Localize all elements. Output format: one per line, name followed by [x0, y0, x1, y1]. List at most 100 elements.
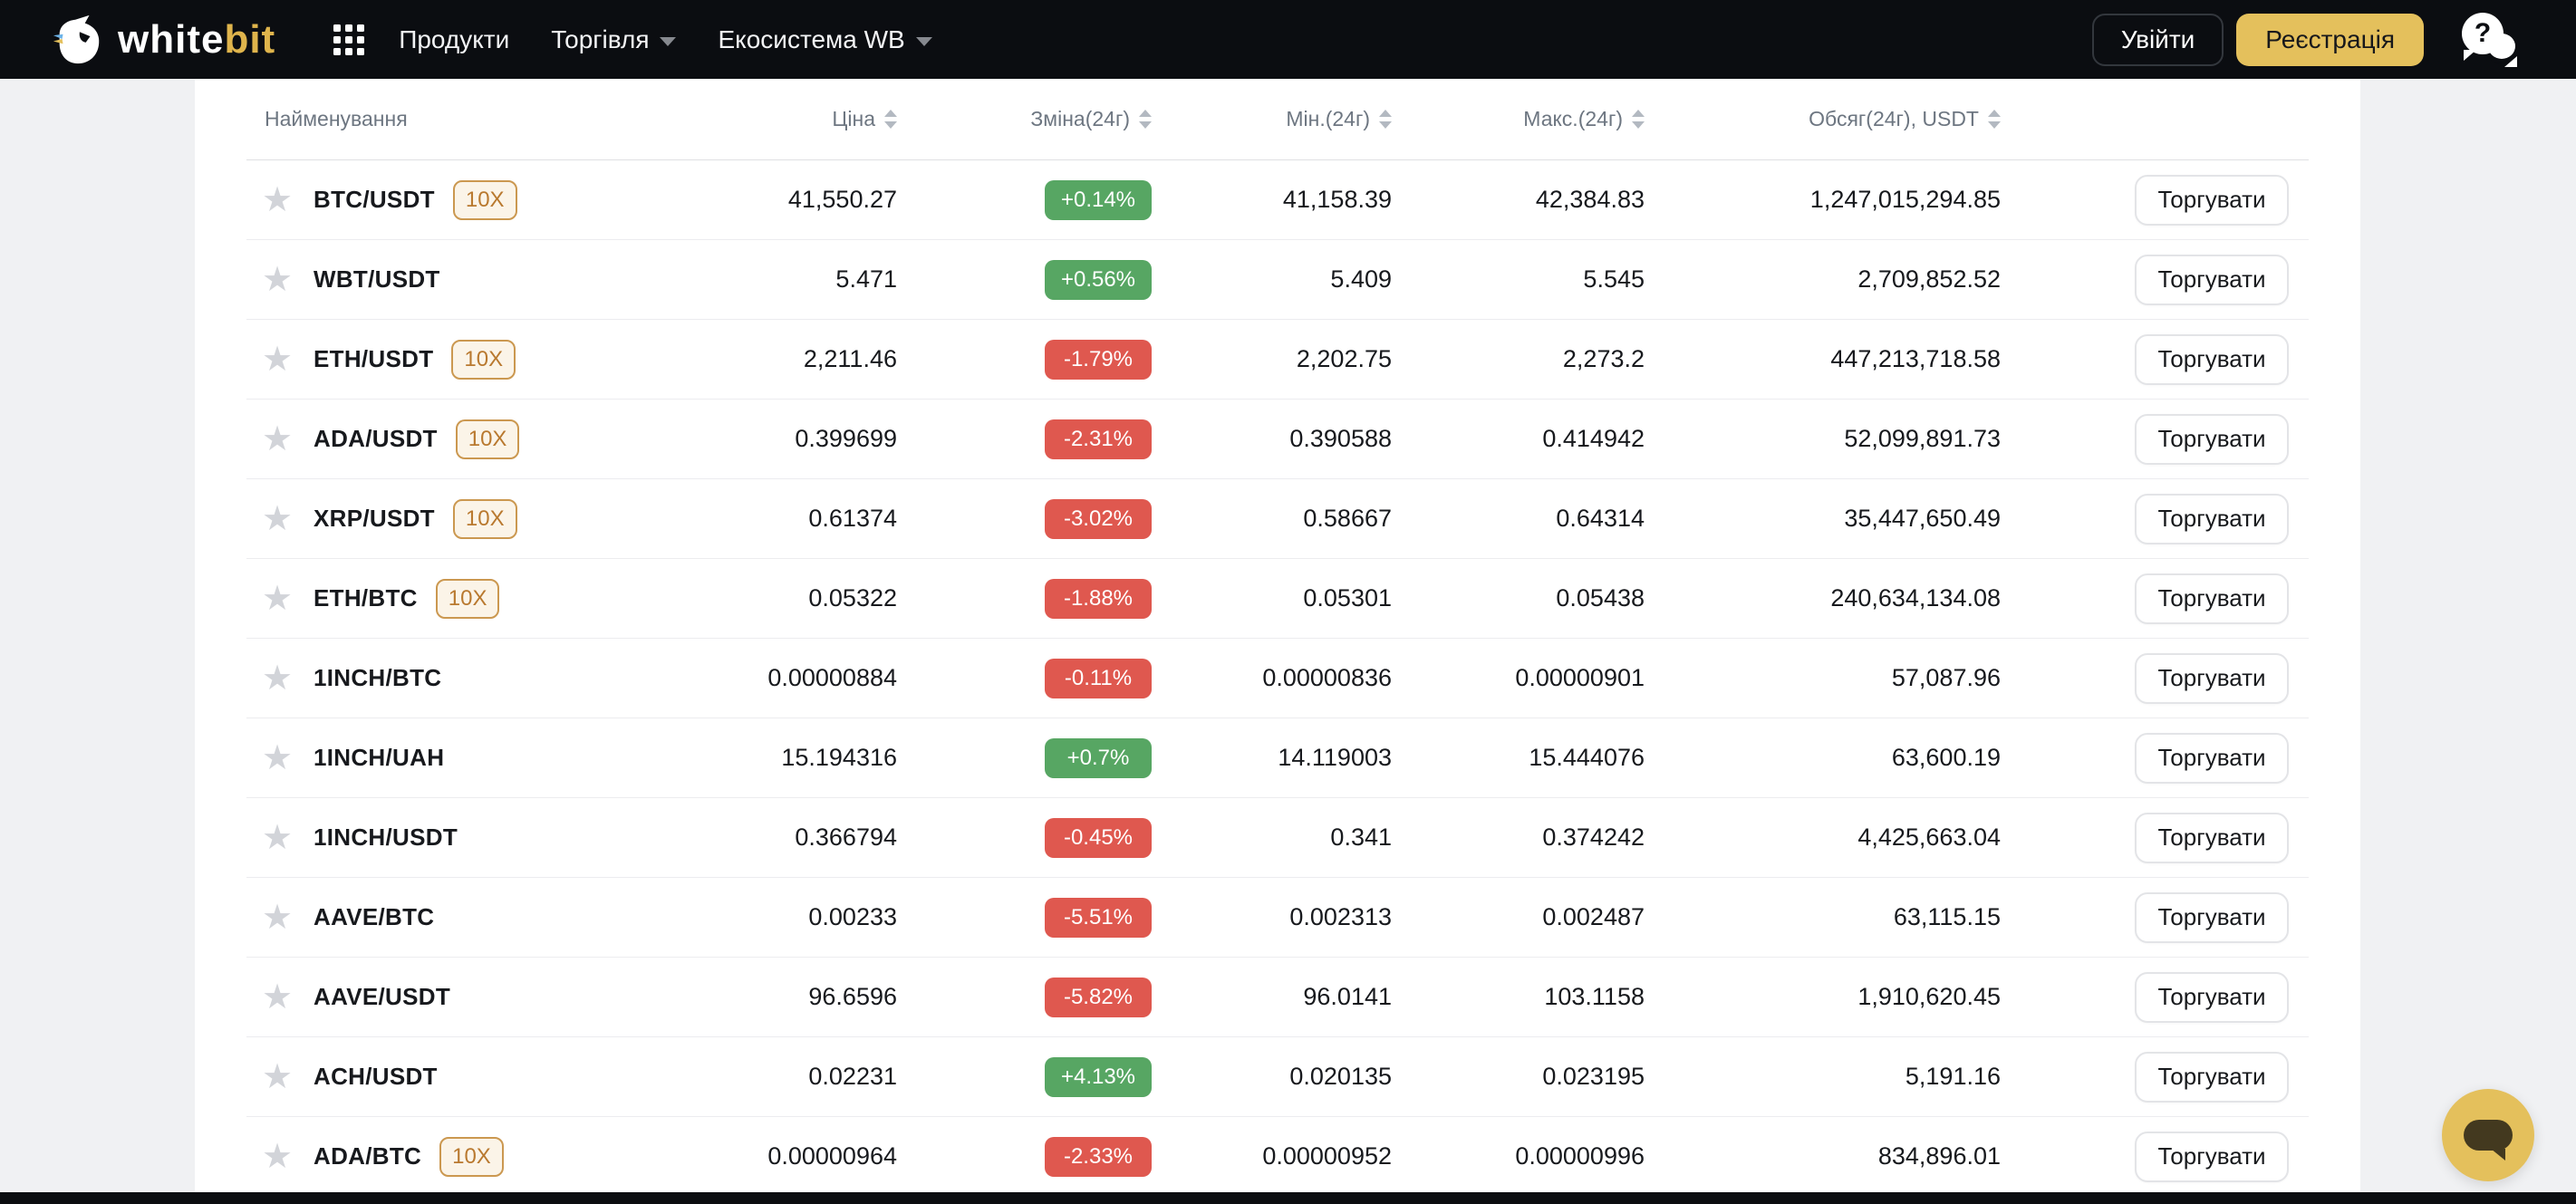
sort-icon[interactable] [1632, 110, 1645, 129]
volume-value: 35,447,650.49 [1844, 505, 2001, 532]
trade-button[interactable]: Торгувати [2135, 333, 2289, 385]
trade-button[interactable]: Торгувати [2135, 812, 2289, 863]
max-value: 42,384.83 [1535, 186, 1645, 213]
favorite-star-icon[interactable] [259, 342, 295, 377]
leverage-badge[interactable]: 10X [452, 179, 517, 220]
register-button[interactable]: Реєстрація [2236, 13, 2424, 66]
pair-name[interactable]: 1INCH/UAH [314, 744, 445, 771]
favorite-star-icon[interactable] [259, 821, 295, 855]
column-header-min[interactable]: Мін.(24г) [1152, 107, 1392, 131]
pair-cell: XRP/USDT 10X [246, 498, 699, 539]
favorite-star-icon[interactable] [259, 901, 295, 935]
max-value: 103.1158 [1544, 983, 1645, 1010]
trade-button[interactable]: Торгувати [2135, 971, 2289, 1023]
change-cell: +0.14% [897, 179, 1152, 220]
sort-icon[interactable] [1988, 110, 2001, 129]
nav-item-trade[interactable]: Торгівля [544, 16, 683, 63]
sort-icon[interactable] [1379, 110, 1392, 129]
pair-name[interactable]: ADA/BTC [314, 1142, 422, 1170]
change-badge: -3.02% [1045, 498, 1152, 539]
market-row: 1INCH/USDT 10X 0.366794 -0.45% 0.341 0.3… [246, 798, 2309, 878]
pair-name[interactable]: AAVE/BTC [314, 903, 435, 930]
pair-cell: BTC/USDT 10X [246, 179, 699, 220]
sort-icon[interactable] [884, 110, 897, 129]
min-value: 41,158.39 [1282, 186, 1392, 213]
trade-cell: Торгувати [2001, 652, 2309, 704]
change-badge: -0.11% [1045, 658, 1152, 698]
support-help-icon[interactable]: ? [2460, 11, 2525, 69]
trade-button[interactable]: Торгувати [2135, 174, 2289, 226]
pair-name[interactable]: ETH/USDT [314, 345, 434, 372]
favorite-star-icon[interactable] [259, 661, 295, 696]
sort-icon[interactable] [1139, 110, 1152, 129]
whitebit-wordmark: whitebit [118, 16, 276, 62]
trade-button[interactable]: Торгувати [2135, 1131, 2289, 1182]
pair-name[interactable]: AAVE/USDT [314, 983, 451, 1010]
trade-button[interactable]: Торгувати [2135, 573, 2289, 624]
volume-value: 1,910,620.45 [1857, 983, 2001, 1010]
trade-cell: Торгувати [2001, 254, 2309, 305]
trade-button[interactable]: Торгувати [2135, 652, 2289, 704]
leverage-badge[interactable]: 10X [455, 419, 520, 459]
column-header-max[interactable]: Макс.(24г) [1392, 107, 1645, 131]
change-badge: -5.82% [1045, 977, 1152, 1017]
column-header-price[interactable]: Ціна [699, 107, 897, 131]
favorite-star-icon[interactable] [259, 263, 295, 297]
trade-button[interactable]: Торгувати [2135, 891, 2289, 943]
pair-name[interactable]: ADA/USDT [314, 425, 438, 452]
change-cell: -1.88% [897, 578, 1152, 619]
favorite-star-icon[interactable] [259, 1140, 295, 1174]
change-cell: +0.7% [897, 737, 1152, 778]
market-row: ADA/USDT 10X 0.399699 -2.31% 0.390588 0.… [246, 400, 2309, 479]
favorite-star-icon[interactable] [259, 980, 295, 1015]
apps-grid-icon[interactable] [333, 24, 365, 55]
nav-item-ecosystem[interactable]: Екосистема WB [710, 16, 939, 63]
pair-name[interactable]: ETH/BTC [314, 584, 418, 612]
change-badge: -2.33% [1045, 1136, 1152, 1177]
volume-value: 5,191.16 [1905, 1063, 2001, 1090]
chat-widget-button[interactable] [2442, 1089, 2534, 1181]
column-header-volume[interactable]: Обсяг(24г), USDT [1645, 107, 2001, 131]
price-value: 41,550.27 [787, 186, 897, 213]
trade-button[interactable]: Торгувати [2135, 732, 2289, 784]
column-header-change[interactable]: Зміна(24г) [897, 107, 1152, 131]
favorite-star-icon[interactable] [259, 502, 295, 536]
pair-name[interactable]: XRP/USDT [314, 505, 435, 532]
volume-value: 63,115.15 [1893, 903, 2001, 930]
favorite-star-icon[interactable] [259, 1060, 295, 1094]
favorite-star-icon[interactable] [259, 582, 295, 616]
favorite-star-icon[interactable] [259, 422, 295, 457]
price-value: 96.6596 [808, 983, 897, 1010]
favorite-star-icon[interactable] [259, 183, 295, 217]
pairs-table-body: BTC/USDT 10X 41,550.27 +0.14% 41,158.39 … [246, 160, 2309, 1197]
leverage-badge[interactable]: 10X [435, 578, 500, 619]
trade-button[interactable]: Торгувати [2135, 413, 2289, 465]
min-value: 0.00000952 [1262, 1142, 1392, 1170]
min-value: 0.002313 [1289, 903, 1392, 930]
pair-cell: ETH/BTC 10X [246, 578, 699, 619]
leverage-badge[interactable]: 10X [452, 498, 517, 539]
volume-value: 1,247,015,294.85 [1809, 186, 2001, 213]
pair-name[interactable]: 1INCH/BTC [314, 664, 442, 691]
whitebit-logo[interactable]: whitebit [51, 14, 275, 66]
change-cell: -2.31% [897, 419, 1152, 459]
leverage-badge[interactable]: 10X [451, 339, 516, 380]
change-badge: -1.79% [1045, 339, 1152, 380]
favorite-star-icon[interactable] [259, 741, 295, 775]
pair-name[interactable]: 1INCH/USDT [314, 824, 458, 851]
pair-cell: WBT/USDT 10X [246, 263, 699, 297]
main-nav: Продукти Торгівля Екосистема WB [333, 16, 940, 63]
pair-name[interactable]: BTC/USDT [314, 186, 435, 213]
min-value: 0.341 [1330, 824, 1392, 851]
trade-button[interactable]: Торгувати [2135, 493, 2289, 544]
trade-button[interactable]: Торгувати [2135, 254, 2289, 305]
pair-name[interactable]: ACH/USDT [314, 1063, 438, 1090]
pair-name[interactable]: WBT/USDT [314, 265, 440, 293]
leverage-badge[interactable]: 10X [439, 1136, 504, 1177]
volume-value: 447,213,718.58 [1830, 345, 2001, 372]
nav-item-products[interactable]: Продукти [399, 24, 510, 53]
login-button[interactable]: Увійти [2091, 13, 2224, 66]
pair-cell: 1INCH/USDT 10X [246, 821, 699, 855]
max-value: 2,273.2 [1562, 345, 1645, 372]
trade-button[interactable]: Торгувати [2135, 1051, 2289, 1103]
